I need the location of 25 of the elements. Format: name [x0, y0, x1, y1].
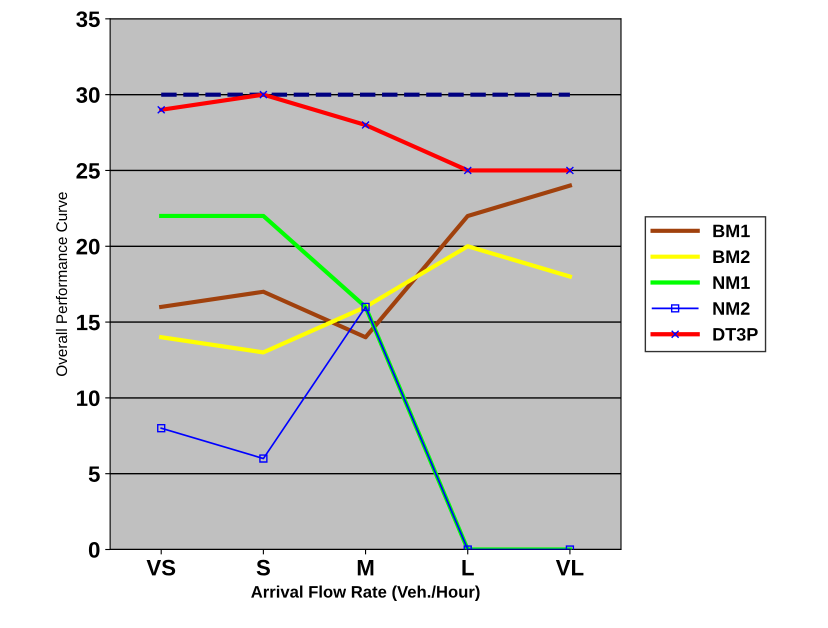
line-series: [159, 184, 572, 340]
point: [259, 454, 268, 463]
x-tick-label: VL: [556, 560, 584, 576]
legend-label: NM1: [713, 276, 750, 289]
y-tick-label: 35: [76, 11, 100, 28]
y-axis-title: Overall Performance Curve: [56, 192, 68, 376]
y-tick-label: 0: [88, 542, 100, 558]
x-axis-title: Arrival Flow Rate (Veh./Hour): [251, 585, 480, 602]
y-tick-label: 20: [76, 238, 100, 255]
y-tick-label: 10: [77, 390, 100, 406]
x-tick-label: S: [256, 560, 270, 576]
y-tick-label: 30: [76, 87, 100, 103]
point: [361, 302, 370, 312]
x-tick-label: M: [358, 560, 374, 576]
y-tick-label: 25: [76, 162, 100, 179]
legend-label: NM2: [713, 302, 750, 315]
y-tick-label: 15: [77, 314, 100, 330]
legend-label: DT3P: [713, 328, 758, 341]
legend-label: BM1: [713, 224, 750, 238]
line-series: [159, 244, 572, 354]
y-tick-label: 5: [88, 466, 100, 482]
x-tick-label: VS: [146, 560, 176, 576]
legend-label: BM2: [713, 250, 750, 263]
point: [157, 424, 166, 432]
x-tick-label: L: [462, 560, 474, 576]
